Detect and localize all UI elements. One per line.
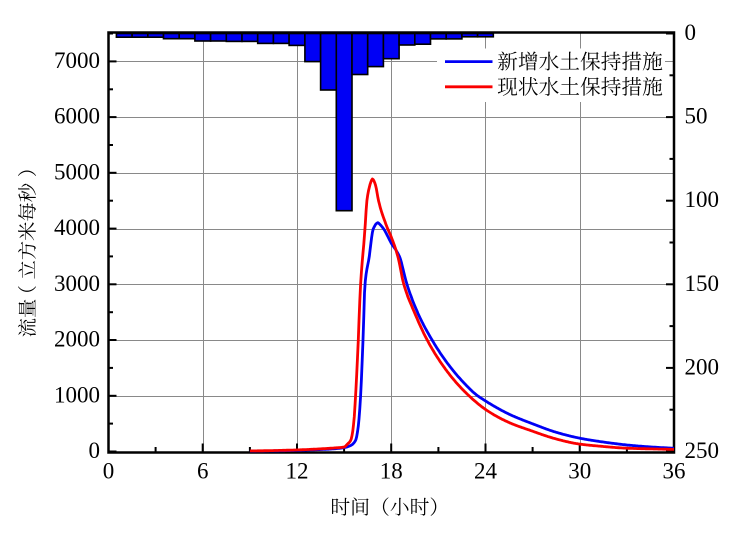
svg-text:250: 250 [685,438,720,463]
svg-text:12: 12 [286,459,309,484]
svg-text:5000: 5000 [54,159,100,184]
svg-text:2000: 2000 [54,327,100,352]
svg-text:6000: 6000 [54,104,100,129]
svg-text:0: 0 [685,20,697,45]
svg-text:4000: 4000 [54,215,100,240]
svg-text:6: 6 [197,459,209,484]
svg-text:0: 0 [89,438,101,463]
svg-text:100: 100 [685,187,720,212]
svg-text:200: 200 [685,354,720,379]
svg-text:150: 150 [685,271,720,296]
svg-text:50: 50 [685,104,708,129]
svg-text:3000: 3000 [54,271,100,296]
svg-text:18: 18 [380,459,403,484]
svg-text:30: 30 [568,459,591,484]
svg-text:0: 0 [103,459,115,484]
svg-text:24: 24 [474,459,498,484]
svg-text:1000: 1000 [54,382,100,407]
svg-text:7000: 7000 [54,48,100,73]
svg-text:36: 36 [663,459,686,484]
